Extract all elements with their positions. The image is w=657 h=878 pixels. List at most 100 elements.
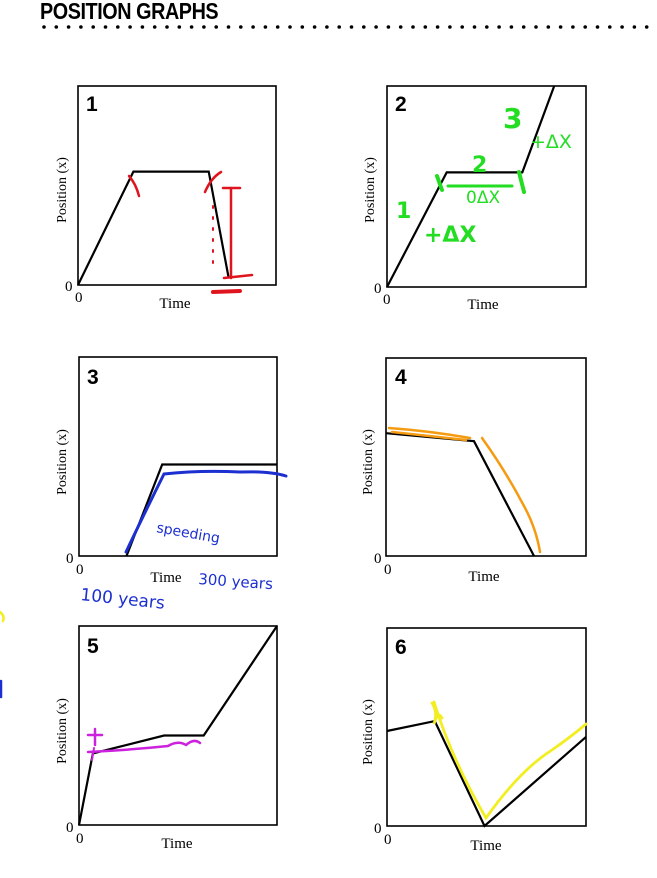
- title-dot: [620, 25, 624, 29]
- graph-number: 5: [87, 635, 99, 658]
- graph-line: [77, 625, 278, 826]
- title-dot: [312, 25, 317, 29]
- title-dot: [263, 25, 268, 29]
- annotation-segment-2: 2: [472, 153, 487, 178]
- y-axis-label: Position (x): [55, 698, 70, 764]
- graph-number: 3: [87, 366, 99, 389]
- graph-frame: [77, 85, 277, 286]
- title-dot: [300, 25, 305, 29]
- title-dot: [448, 25, 452, 29]
- title-dot: [349, 25, 354, 29]
- x-axis-label: Time: [150, 570, 181, 586]
- graph-line: [77, 170, 230, 286]
- title-dot: [608, 25, 612, 29]
- graph-number: 2: [395, 93, 407, 116]
- graph-number: 4: [395, 366, 407, 389]
- title-dot: [534, 25, 538, 29]
- title-dot: [423, 25, 428, 29]
- title-dot: [571, 25, 575, 29]
- y-origin-label: 0: [374, 821, 382, 837]
- title-dot: [398, 25, 403, 29]
- graph-1: 1 Position (x) Time 0 0: [55, 85, 277, 312]
- annotation-segment-1: 1: [396, 199, 411, 224]
- graph-frame: [386, 627, 587, 827]
- title-dot: [214, 25, 218, 29]
- title-dot: [103, 25, 108, 29]
- x-axis-label: Time: [467, 297, 498, 313]
- title-dot: [362, 25, 366, 29]
- graph-frame: [385, 357, 587, 557]
- title-dot: [202, 25, 206, 29]
- title-dot: [558, 25, 563, 29]
- graph-6: 6 Position (x) Time 0 0: [361, 627, 588, 854]
- y-axis-label: Position (x): [363, 157, 378, 223]
- x-axis-label: Time: [470, 838, 501, 854]
- y-origin-label: 0: [66, 820, 74, 836]
- graph-number: 6: [395, 636, 407, 659]
- graph-3: 3 Position (x) Time 0 0 speeding 100 yea…: [55, 356, 288, 614]
- x-origin-label: 0: [76, 831, 84, 847]
- title-dot: [521, 25, 526, 29]
- x-origin-label: 0: [384, 562, 392, 578]
- x-origin-label: 0: [75, 290, 83, 306]
- title-dot: [189, 25, 194, 29]
- x-origin-label: 0: [384, 832, 392, 848]
- title-dot: [152, 25, 157, 29]
- title-dot: [177, 25, 182, 29]
- graph-5: 5 Position (x) Time 0 0: [55, 625, 278, 852]
- y-origin-label: 0: [66, 551, 74, 567]
- title-dot: [42, 25, 46, 29]
- title-dot: [374, 25, 378, 29]
- title-dot: [140, 25, 145, 29]
- annotation-300-years: 300 years: [198, 570, 274, 593]
- annotation-speeding: speeding: [155, 520, 221, 547]
- title-dot: [583, 25, 587, 29]
- annotation-segment-3: 3: [503, 102, 522, 135]
- title-dot: [435, 25, 440, 29]
- title-dot: [226, 25, 231, 29]
- title-dot: [472, 25, 477, 29]
- orange-annotations: [387, 426, 542, 554]
- title-dot: [595, 25, 600, 29]
- graph-2: 2 Position (x) Time 0 0 1 +ΔX 2 0ΔX 3 +Δ…: [363, 85, 587, 313]
- title-dot: [79, 25, 83, 29]
- title-dot: [460, 25, 465, 29]
- graph-4: 4 Position (x) Time 0 0: [361, 357, 587, 585]
- red-annotations: [127, 170, 254, 294]
- title-dot: [54, 25, 59, 29]
- title-dot: [288, 25, 292, 29]
- graph-line: [386, 85, 556, 288]
- green-annotations: 1 +ΔX 2 0ΔX 3 +ΔX: [396, 102, 572, 248]
- annotation-delta-2: 0ΔX: [466, 188, 500, 208]
- title-dot: [128, 25, 132, 29]
- blue-annotations: speeding 100 years 300 years: [79, 469, 288, 614]
- title-dot: [275, 25, 280, 29]
- graph-frame: [386, 85, 587, 288]
- y-axis-label: Position (x): [361, 429, 376, 495]
- title-dot: [485, 25, 489, 29]
- x-axis-label: Time: [468, 569, 499, 585]
- title-dot: [386, 25, 391, 29]
- yellow-annotations: [430, 700, 588, 821]
- title-dot: [91, 25, 95, 29]
- x-axis-label: Time: [159, 296, 190, 312]
- graph-frame: [78, 356, 278, 557]
- annotation-delta-3: +ΔX: [530, 131, 572, 153]
- x-origin-label: 0: [76, 562, 84, 578]
- y-origin-label: 0: [374, 281, 382, 297]
- x-origin-label: 0: [383, 292, 391, 308]
- graph-line: [386, 719, 587, 828]
- title-dotted-rule: [42, 25, 649, 29]
- title-dot: [165, 25, 169, 29]
- page-title: POSITION GRAPHS: [40, 0, 219, 24]
- title-dot: [66, 25, 71, 29]
- margin-marks: [0, 610, 5, 699]
- title-dot: [632, 25, 637, 29]
- title-dot: [337, 25, 342, 29]
- title-dot: [116, 25, 120, 29]
- y-axis-label: Position (x): [55, 429, 70, 495]
- magenta-annotations: [86, 727, 202, 761]
- y-axis-label: Position (x): [361, 699, 376, 765]
- graph-number: 1: [86, 93, 98, 116]
